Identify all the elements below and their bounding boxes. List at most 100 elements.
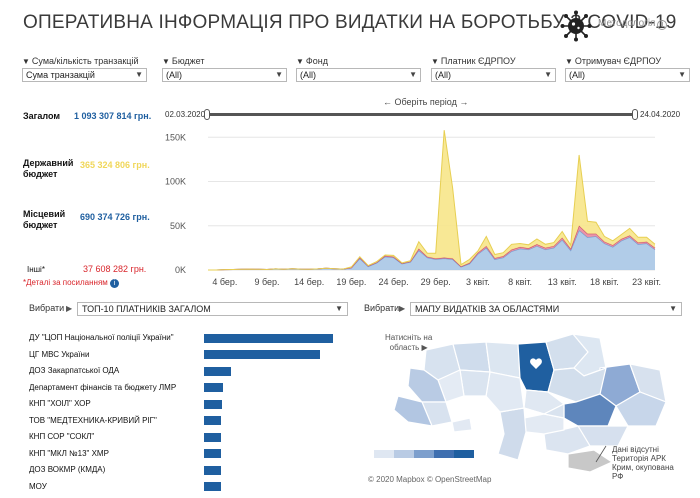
- chevron-down-icon: ▼: [669, 304, 677, 313]
- top-payer-bar[interactable]: [204, 333, 333, 343]
- x-tick-label: 14 бер.: [294, 277, 324, 287]
- ukraine-regions-map[interactable]: [368, 322, 678, 474]
- crimea-note: Дані відсутні Територія АРК Крим, окупован…: [612, 445, 674, 481]
- region-donetsk: [615, 391, 667, 427]
- kyiv-city-marker-icon: [530, 358, 542, 369]
- x-tick-label: 23 квіт.: [632, 277, 661, 287]
- top-selector[interactable]: ТОП-10 ПЛАТНИКІВ ЗАГАЛОМ ▼: [77, 302, 348, 316]
- info-icon: i: [657, 20, 668, 30]
- filter-recipient-select[interactable]: (All) ▼: [565, 68, 690, 82]
- details-link-label: *Деталі за посиланням: [23, 278, 108, 287]
- y-tick-label: 100K: [165, 177, 186, 187]
- filter-label: Платник ЄДРПОУ: [440, 56, 516, 66]
- map-hint: Натисніть на область ▶: [385, 333, 432, 353]
- chevron-down-icon: ▼: [678, 70, 686, 79]
- top-payer-bar[interactable]: [204, 383, 224, 392]
- kpi-state-label-line2: бюджет: [23, 169, 58, 179]
- top-payer-label: ЦГ МВС України: [29, 349, 90, 359]
- kpi-state-label: Державний бюджет: [23, 158, 73, 180]
- top-payer-label: ДУ "ЦОП Національної поліції України": [29, 333, 174, 342]
- top-payer-bar[interactable]: [204, 399, 223, 409]
- region-khmelnytskyi: [459, 369, 491, 397]
- series-line-2: [208, 130, 656, 271]
- select-value: (All): [300, 70, 316, 80]
- y-tick-label: 150K: [165, 132, 186, 142]
- caret-down-icon: ▼: [22, 57, 30, 66]
- region-kirovohrad: [523, 403, 565, 419]
- top-payer-label: ДОЗ Закарпатської ОДА: [29, 366, 120, 375]
- period-slider-track[interactable]: [207, 113, 635, 116]
- filter-transactions-select[interactable]: Сума транзакцій ▼: [22, 68, 147, 82]
- period-slider-end-handle[interactable]: [632, 109, 638, 120]
- filter-fund-select[interactable]: (All) ▼: [296, 68, 421, 82]
- map-selector-value: МАПУ ВИДАТКІВ ЗА ОБЛАСТЯМИ: [415, 304, 560, 314]
- top-payer-label: Департамент фінансів та бюджету ЛМР: [29, 382, 177, 392]
- region-zakarpattia: [393, 395, 433, 427]
- area-series-0[interactable]: [208, 230, 655, 270]
- region-dnipro: [563, 393, 617, 427]
- caret-down-icon: ▼: [565, 57, 573, 66]
- top-payer-bar[interactable]: [204, 432, 221, 442]
- select-value: (All): [435, 70, 451, 80]
- top-payer-label: КНП "МКЛ №13" ХМР: [29, 448, 109, 458]
- top-payer-bar[interactable]: [204, 416, 221, 425]
- region-odesa: [497, 407, 527, 461]
- period-end-date: 24.04.2020: [640, 110, 681, 119]
- chevron-down-icon: ▼: [544, 70, 552, 79]
- filter-payer: ▼ Платник ЄДРПОУ (All) ▼: [431, 56, 556, 82]
- top-payer-label: ДОЗ ВОКМР (КМДА): [29, 465, 106, 474]
- select-value: (All): [569, 70, 585, 80]
- y-tick-label: 0K: [175, 265, 186, 275]
- top-selector-value: ТОП-10 ПЛАТНИКІВ ЗАГАЛОМ: [82, 304, 211, 314]
- filter-label: Бюджет: [171, 56, 205, 66]
- map-hint-line1: Натисніть на: [385, 333, 433, 342]
- select-value: Сума транзакцій: [26, 70, 95, 80]
- caret-right-icon: ▶: [399, 304, 406, 313]
- methodology-link[interactable]: Методологія i: [598, 18, 668, 30]
- region-chernivtsi: [451, 417, 473, 433]
- crimea-note-line2: Територія АРК: [612, 454, 666, 463]
- filter-label: Фонд: [305, 56, 328, 66]
- methodology-label: Методологія: [598, 18, 656, 29]
- filter-budget-select[interactable]: (All) ▼: [162, 68, 287, 82]
- details-link[interactable]: *Деталі за посиланням i: [23, 278, 120, 288]
- x-tick-label: 13 квіт.: [548, 277, 577, 287]
- top-payer-label: КНП СОР "СОКЛ": [29, 432, 95, 441]
- kpi-total-value: 1 093 307 814 грн.: [74, 111, 152, 121]
- map-copyright: © 2020 Mapbox © OpenStreetMap: [368, 475, 492, 484]
- kpi-state-label-line1: Державний: [23, 158, 74, 168]
- top-payer-bar[interactable]: [204, 482, 221, 491]
- x-tick-label: 18 квіт.: [590, 277, 619, 287]
- filter-label: Сума/кількість транзакцій: [31, 56, 139, 66]
- virus-icon: [560, 10, 592, 42]
- map-color-legend: [374, 450, 474, 458]
- period-slider-start-handle[interactable]: [204, 109, 210, 120]
- caret-down-icon: ▼: [296, 57, 304, 66]
- kpi-state-value: 365 324 806 грн.: [80, 160, 150, 170]
- crimea-note-line3: Крим, окупована: [612, 463, 674, 472]
- kpi-other-value: 37 608 282 грн.: [83, 264, 147, 274]
- crimea-pointer-line: [595, 445, 607, 463]
- chevron-down-icon: ▼: [409, 70, 417, 79]
- y-tick-label: 50K: [170, 221, 186, 231]
- top-pick-label: Вибрати: [29, 303, 65, 313]
- filter-transactions: ▼ Сума/кількість транзакцій Сума транзакц…: [22, 56, 147, 82]
- filter-payer-select[interactable]: (All) ▼: [431, 68, 556, 82]
- map-pick-label: Вибрати: [364, 303, 400, 313]
- top-payer-bar[interactable]: [204, 350, 321, 359]
- top-payer-label: ТОВ "МЕДТЕХНИКА-КРИВИЙ РІГ": [29, 415, 157, 425]
- kpi-local-label-line2: бюджет: [23, 220, 58, 230]
- region-crimea: [567, 449, 614, 473]
- map-selector[interactable]: МАПУ ВИДАТКІВ ЗА ОБЛАСТЯМИ ▼: [410, 302, 682, 316]
- x-tick-label: 19 бер.: [336, 277, 366, 287]
- top-payer-bar[interactable]: [204, 465, 221, 475]
- top-payer-bar[interactable]: [204, 366, 232, 376]
- chevron-down-icon: ▼: [275, 70, 283, 79]
- page-title: ОПЕРАТИВНА ІНФОРМАЦІЯ ПРО ВИДАТКИ НА БОР…: [23, 12, 677, 33]
- top-payer-label: КНП "ХОІЛ" ХОР: [29, 399, 91, 408]
- top-payer-bar[interactable]: [204, 449, 221, 458]
- kpi-local-label: Місцевий бюджет: [23, 209, 65, 231]
- filter-budget: ▼ Бюджет (All) ▼: [162, 56, 287, 82]
- x-tick-label: 3 квіт.: [466, 277, 490, 287]
- kpi-total-label: Загалом: [23, 111, 61, 121]
